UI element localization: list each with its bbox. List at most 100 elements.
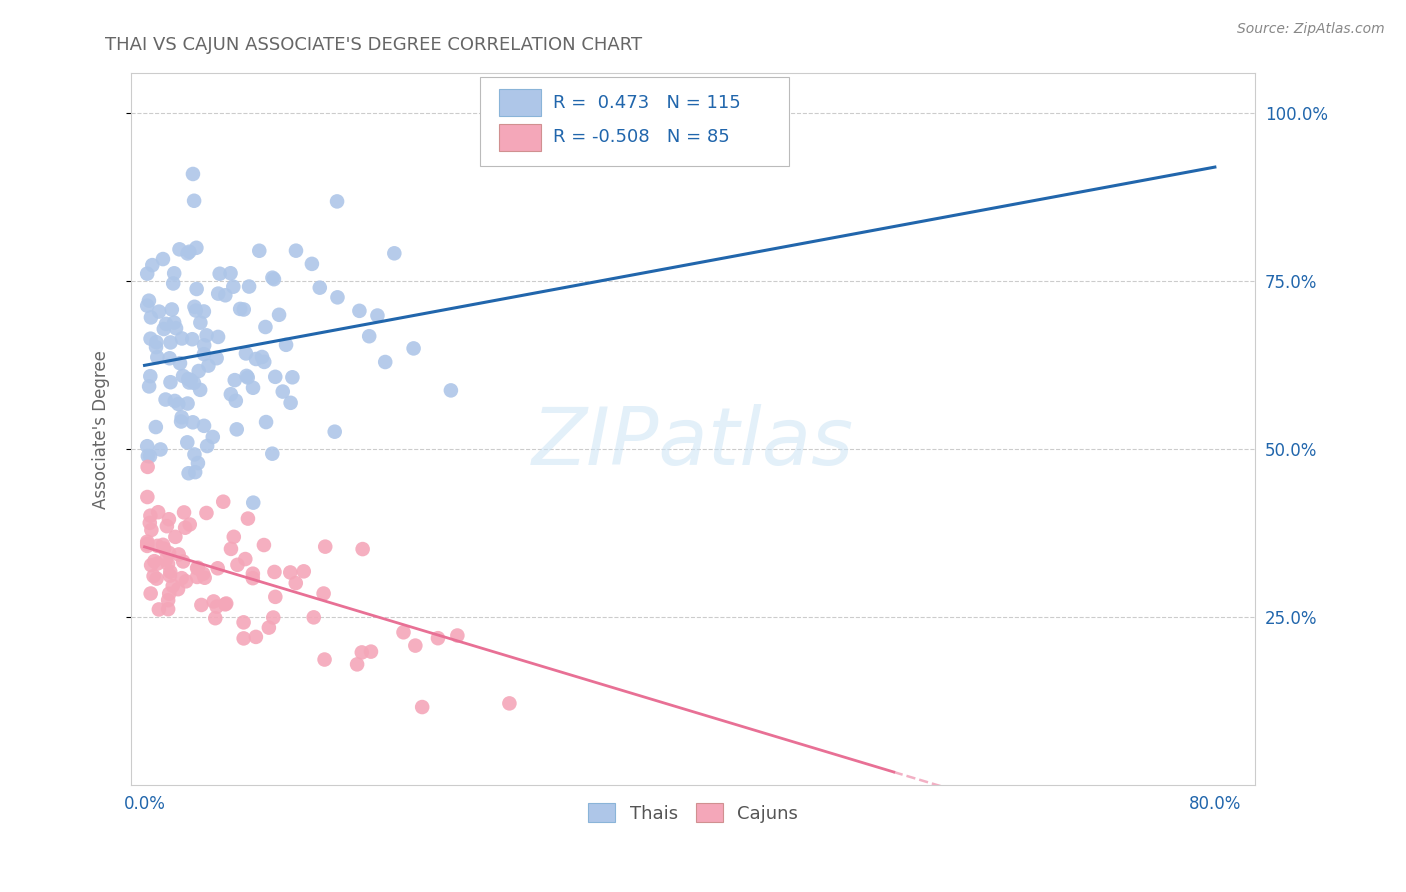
- Point: [174, 574, 197, 589]
- Point: [155, 553, 177, 567]
- Point: [212, 494, 235, 508]
- Point: [167, 397, 190, 411]
- Point: [202, 594, 225, 608]
- Point: [257, 621, 280, 635]
- Text: ZIPatlas: ZIPatlas: [531, 404, 855, 483]
- Point: [174, 521, 197, 535]
- Point: [146, 350, 169, 364]
- Point: [170, 410, 193, 425]
- Point: [159, 335, 181, 350]
- Point: [162, 579, 184, 593]
- Point: [236, 511, 259, 525]
- Point: [245, 630, 267, 644]
- Point: [141, 523, 163, 537]
- Text: Source: ZipAtlas.com: Source: ZipAtlas.com: [1237, 22, 1385, 37]
- Point: [156, 557, 179, 571]
- Point: [173, 505, 195, 519]
- Text: THAI VS CAJUN ASSOCIATE'S DEGREE CORRELATION CHART: THAI VS CAJUN ASSOCIATE'S DEGREE CORRELA…: [105, 36, 643, 54]
- Point: [142, 569, 165, 583]
- Point: [195, 439, 218, 453]
- Point: [207, 286, 229, 301]
- Point: [165, 321, 187, 335]
- Point: [226, 558, 249, 572]
- Point: [242, 381, 264, 395]
- Point: [181, 332, 204, 346]
- Point: [204, 611, 226, 625]
- Point: [194, 571, 217, 585]
- Point: [254, 415, 277, 429]
- Point: [177, 372, 200, 386]
- Point: [159, 351, 181, 366]
- Point: [170, 331, 193, 345]
- Point: [207, 330, 229, 344]
- Point: [184, 303, 207, 318]
- Point: [167, 582, 190, 597]
- Point: [188, 383, 211, 397]
- Point: [136, 534, 159, 549]
- Point: [136, 449, 159, 463]
- Point: [183, 376, 205, 390]
- Point: [195, 328, 218, 343]
- Point: [139, 558, 162, 573]
- Point: [326, 290, 349, 304]
- Point: [264, 590, 287, 604]
- Point: [159, 568, 181, 582]
- Point: [183, 300, 205, 314]
- Point: [229, 301, 252, 316]
- Text: R = -0.508   N = 85: R = -0.508 N = 85: [553, 128, 730, 146]
- Point: [219, 387, 242, 401]
- Point: [280, 396, 302, 410]
- Point: [360, 645, 382, 659]
- Text: R =  0.473   N = 115: R = 0.473 N = 115: [553, 94, 741, 112]
- Point: [176, 246, 198, 260]
- Point: [242, 566, 264, 581]
- Point: [139, 369, 162, 384]
- Point: [149, 442, 172, 457]
- Point: [222, 530, 245, 544]
- Point: [232, 632, 254, 646]
- Point: [160, 302, 183, 317]
- Point: [274, 338, 297, 352]
- Point: [148, 304, 170, 318]
- Point: [169, 243, 191, 257]
- Point: [350, 645, 373, 659]
- Point: [180, 373, 202, 387]
- Point: [426, 631, 449, 645]
- Point: [193, 304, 215, 318]
- Point: [153, 322, 176, 336]
- Point: [177, 467, 200, 481]
- Point: [141, 258, 163, 272]
- Point: [152, 538, 174, 552]
- Point: [195, 506, 218, 520]
- Point: [184, 465, 207, 479]
- Point: [146, 505, 169, 519]
- Point: [446, 628, 468, 642]
- Point: [225, 393, 247, 408]
- Point: [264, 369, 287, 384]
- Point: [157, 602, 180, 616]
- Point: [136, 539, 159, 553]
- Point: [139, 516, 162, 530]
- Point: [163, 316, 186, 330]
- Point: [402, 342, 425, 356]
- Point: [193, 418, 215, 433]
- Point: [245, 351, 267, 366]
- Point: [346, 657, 368, 672]
- Point: [219, 266, 242, 280]
- Point: [179, 517, 201, 532]
- Point: [440, 384, 463, 398]
- Bar: [499, 89, 541, 117]
- Point: [169, 356, 191, 370]
- Point: [262, 447, 284, 461]
- Point: [242, 571, 264, 585]
- Point: [163, 266, 186, 280]
- Point: [183, 194, 205, 208]
- Point: [193, 347, 215, 361]
- Point: [284, 576, 307, 591]
- Point: [183, 447, 205, 461]
- Point: [145, 335, 167, 350]
- Point: [201, 430, 224, 444]
- Point: [136, 439, 159, 453]
- Point: [162, 277, 184, 291]
- Point: [176, 435, 198, 450]
